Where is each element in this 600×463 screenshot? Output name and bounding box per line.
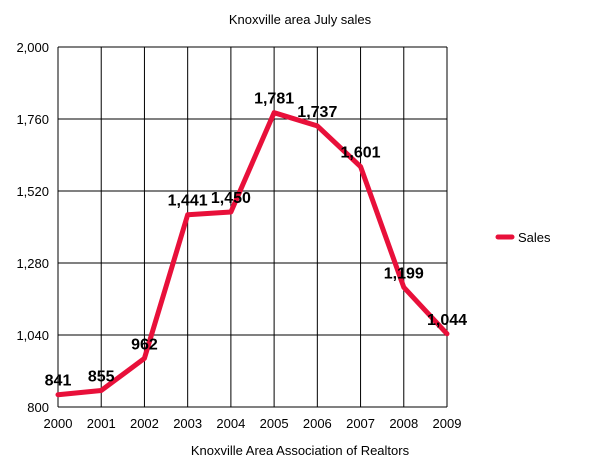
x-tick-label: 2009	[433, 416, 462, 431]
legend-label-sales: Sales	[518, 230, 551, 245]
x-tick-label: 2004	[216, 416, 245, 431]
data-label: 962	[131, 336, 158, 353]
chart-title: Knoxville area July sales	[229, 12, 372, 27]
data-label: 841	[45, 373, 72, 390]
series-line-sales	[55, 110, 450, 398]
x-tick-label: 2002	[130, 416, 159, 431]
data-label: 1,044	[427, 312, 467, 329]
x-tick-label: 2003	[173, 416, 202, 431]
x-tick-label: 2006	[303, 416, 332, 431]
y-axis-ticks: 800 1,040 1,280 1,520 1,760 2,000	[16, 40, 49, 415]
x-tick-label: 2005	[260, 416, 289, 431]
data-label: 1,199	[384, 265, 424, 282]
x-tick-label: 2000	[44, 416, 73, 431]
y-tick-label: 800	[27, 400, 49, 415]
x-axis-label: Knoxville Area Association of Realtors	[191, 443, 410, 458]
y-tick-label: 1,280	[16, 256, 49, 271]
data-label: 1,601	[341, 145, 381, 162]
y-tick-label: 1,760	[16, 112, 49, 127]
gridlines	[57, 46, 448, 408]
x-tick-label: 2001	[87, 416, 116, 431]
legend: Sales	[495, 230, 551, 245]
y-tick-label: 1,040	[16, 328, 49, 343]
x-tick-label: 2007	[346, 416, 375, 431]
data-label: 1,737	[297, 104, 337, 121]
x-axis-ticks: 2000 2001 2002 2003 2004 2005 2006 2007 2008 2009	[44, 416, 462, 431]
data-label: 1,781	[254, 91, 294, 108]
data-label: 1,441	[168, 193, 208, 210]
y-tick-label: 1,520	[16, 184, 49, 199]
y-tick-label: 2,000	[16, 40, 49, 55]
data-label: 855	[88, 369, 115, 386]
data-label: 1,450	[211, 190, 251, 207]
x-tick-label: 2008	[389, 416, 418, 431]
